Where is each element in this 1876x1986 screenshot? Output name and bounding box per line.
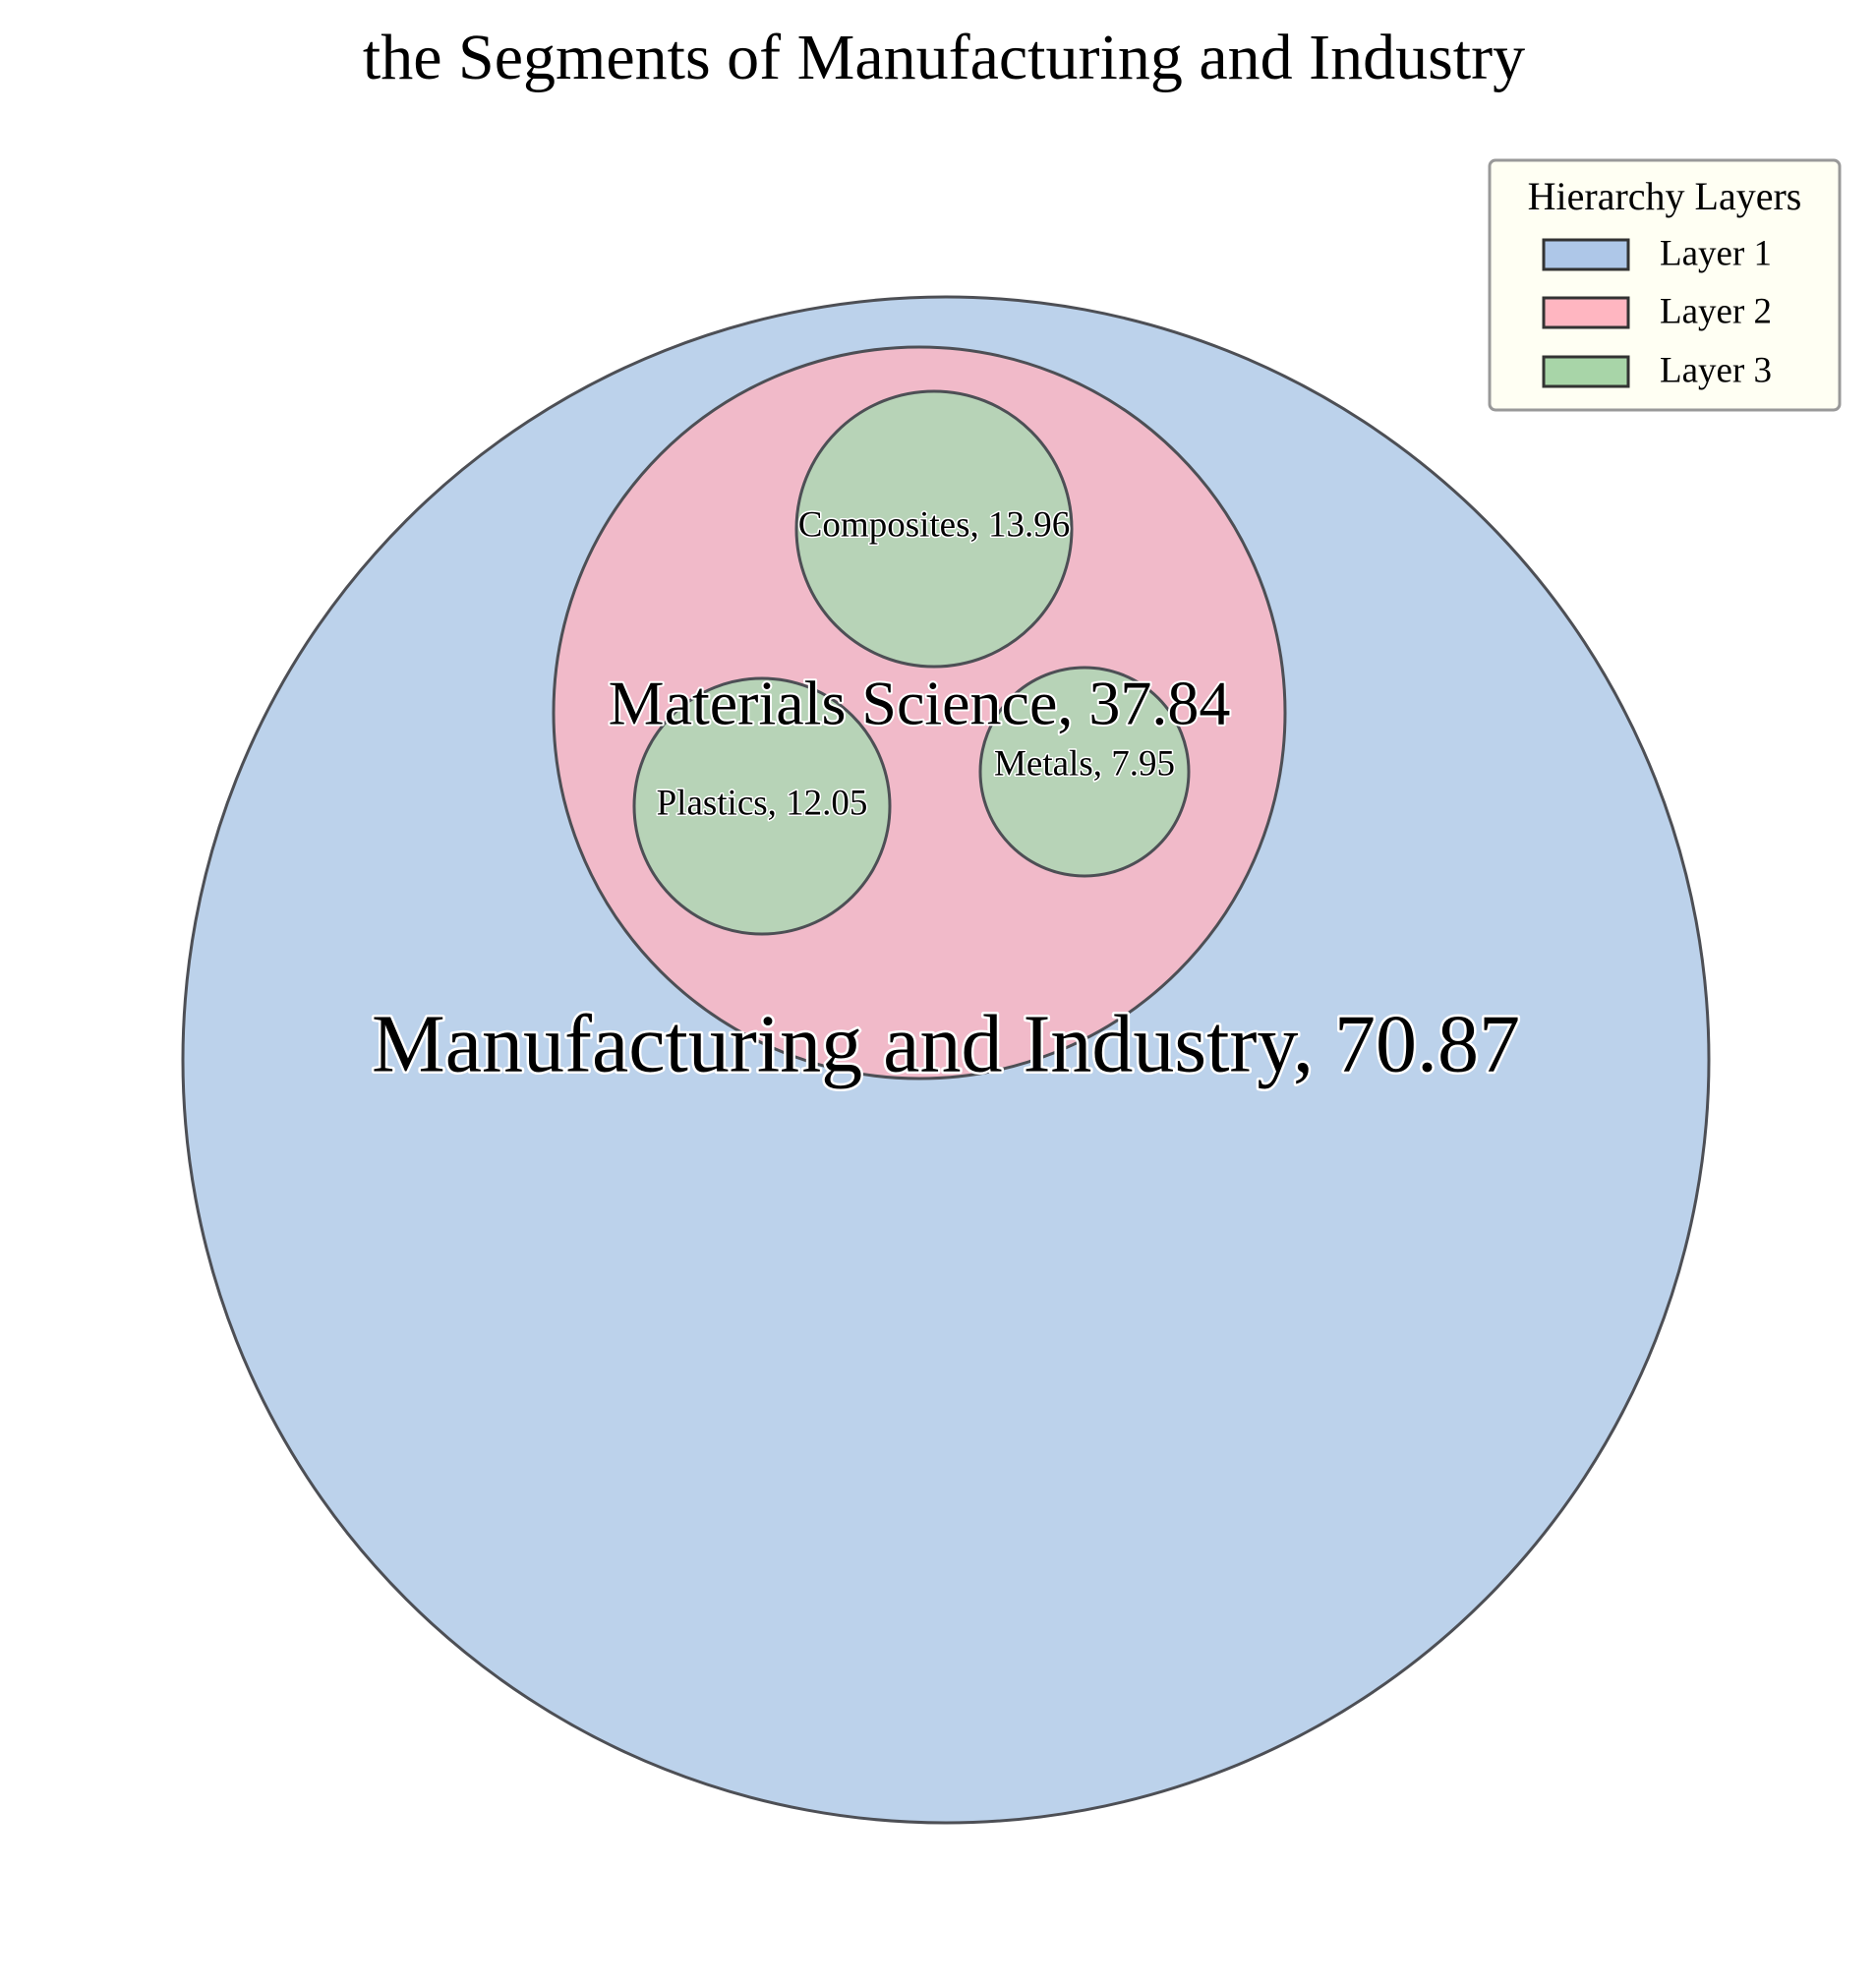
- legend-label-layer-2: Layer 2: [1660, 291, 1772, 331]
- legend-title: Hierarchy Layers: [1528, 174, 1802, 218]
- legend-box: [1488, 158, 1842, 412]
- legend-label-layer-3: Layer 3: [1660, 350, 1772, 390]
- legend-swatch-layer-2: [1542, 296, 1630, 329]
- legend-swatch-layer-1: [1542, 238, 1630, 271]
- label-manufacturing-and-industry: Manufacturing and Industry, 70.87: [372, 998, 1520, 1089]
- legend-label-layer-1: Layer 1: [1660, 233, 1772, 273]
- label-composites: Composites, 13.96: [798, 504, 1071, 545]
- label-materials-science: Materials Science, 37.84: [609, 669, 1231, 738]
- circle-plastics[interactable]: [632, 676, 892, 936]
- label-plastics: Plastics, 12.05: [657, 783, 868, 823]
- circle-composites[interactable]: [794, 389, 1074, 669]
- chart-title: the Segments of Manufacturing and Indust…: [363, 22, 1525, 93]
- circle-metals[interactable]: [978, 666, 1191, 878]
- legend: Hierarchy Layers Layer 1 Layer 2 Layer 3: [1488, 158, 1842, 412]
- label-metals: Metals, 7.95: [994, 743, 1175, 784]
- legend-swatch-layer-3: [1542, 355, 1630, 388]
